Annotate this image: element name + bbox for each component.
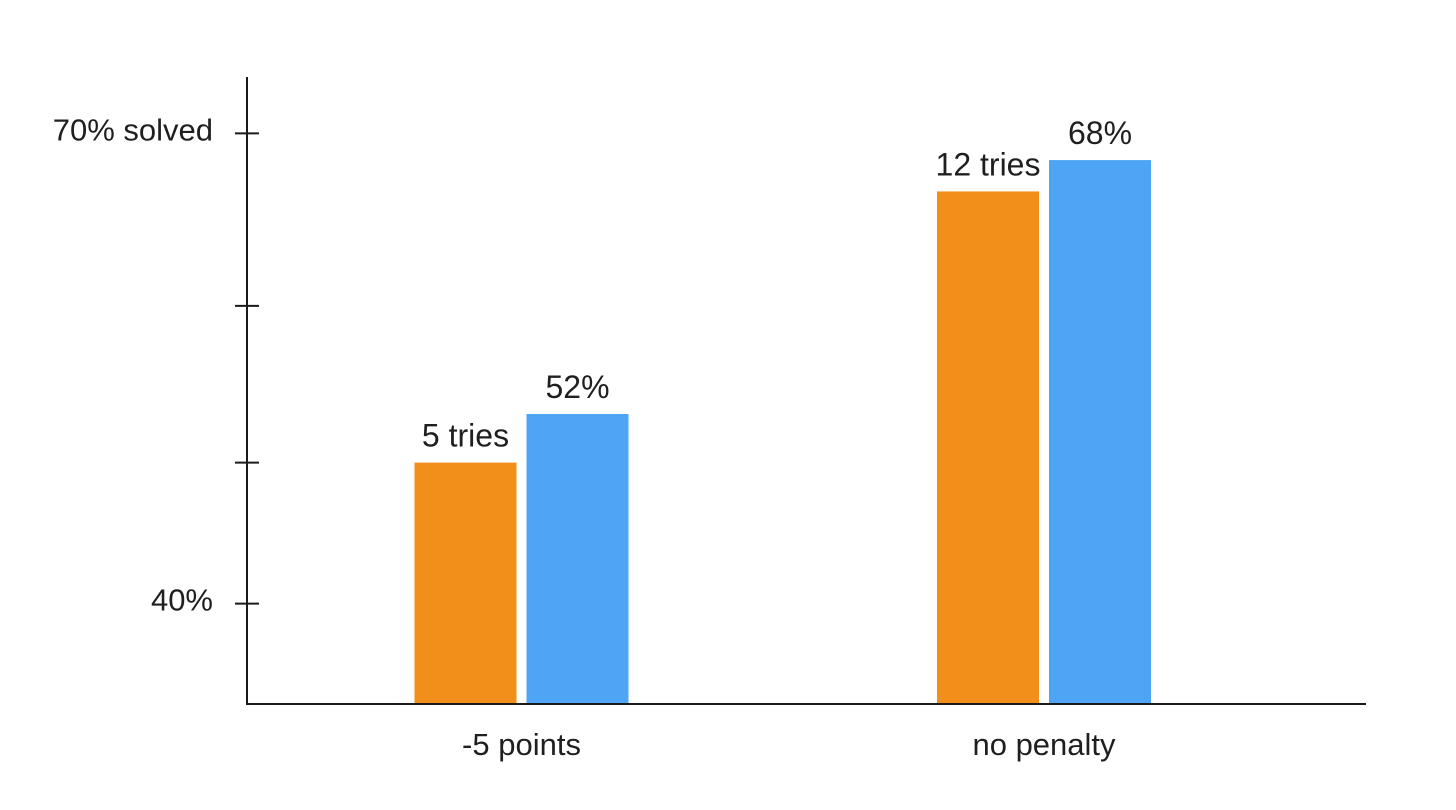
data-label-1: 52% [545,369,609,405]
bar-orange-1 [937,191,1039,704]
data-label-3: 68% [1068,115,1132,151]
data-label-0: 5 tries [422,418,509,454]
labels-group: 40% 70% solved -5 points no penalty 5 tries 5… [53,112,1132,762]
y-tick-label-0: 40% [151,583,213,618]
bars-group [414,160,1151,704]
bar-orange-0 [414,462,517,704]
bar-blue-1 [1049,160,1151,704]
y-tick-label-3: 70% solved [53,112,213,147]
category-label-0: -5 points [462,727,581,762]
data-label-2: 12 tries [936,146,1041,182]
bar-blue-0 [526,414,629,704]
category-label-1: no penalty [972,727,1116,762]
